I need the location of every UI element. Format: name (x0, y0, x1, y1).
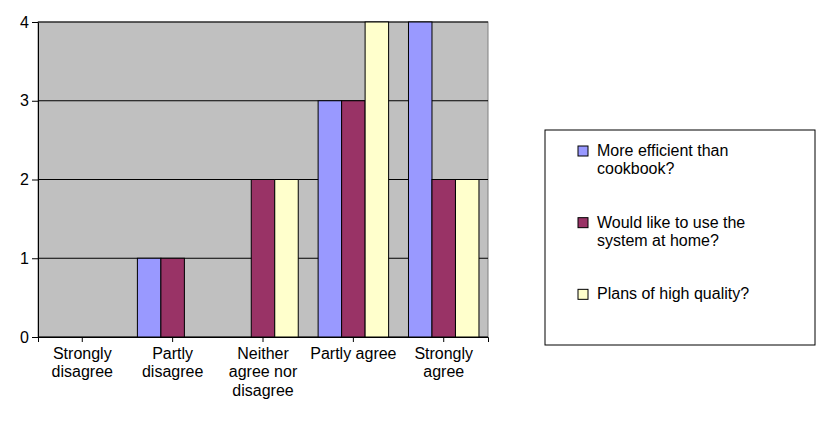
bar (432, 180, 455, 338)
bar (408, 22, 431, 337)
bar (455, 180, 478, 338)
bar (365, 22, 388, 337)
tick: Stronglyagree (414, 337, 473, 380)
tick-label: Stronglyagree (414, 345, 473, 380)
legend-box (545, 130, 815, 345)
bar (137, 258, 160, 337)
tick-label: 3 (20, 92, 29, 109)
legend-item: Would like to use thesystem at home? (578, 214, 745, 249)
axis-line (38, 23, 39, 338)
legend-swatch (578, 218, 588, 228)
tick-label: 1 (20, 250, 29, 267)
legend-label: Plans of high quality? (597, 285, 749, 302)
tick-label: 4 (20, 14, 29, 31)
tick-mark (32, 180, 38, 181)
tick-label: 2 (20, 171, 29, 188)
tick: 4 (20, 14, 38, 31)
tick: Partlydisagree (142, 337, 203, 380)
tick-mark (263, 337, 264, 342)
tick: Neitheragree nordisagree (229, 337, 298, 399)
tick-label: Neitheragree nordisagree (229, 345, 298, 399)
tick: 2 (20, 171, 38, 188)
bar-series (275, 22, 479, 337)
legend-item: Plans of high quality? (578, 285, 749, 302)
legend-swatch (578, 289, 588, 299)
tick: 3 (20, 92, 38, 109)
bar (161, 258, 184, 337)
bar (251, 180, 274, 338)
tick-mark (32, 22, 38, 23)
bar (342, 101, 365, 337)
tick-mark (353, 337, 354, 342)
bar (275, 180, 298, 338)
tick-label: Partlydisagree (142, 345, 203, 380)
bar-series (137, 22, 432, 337)
tick: Partly agree (310, 337, 396, 362)
plot-area (38, 22, 488, 337)
tick: 0 (20, 329, 38, 346)
y-axis: 0 1 2 3 4 (20, 14, 38, 346)
x-axis: Stronglydisagree Partlydisagree Neitheragr… (39, 337, 489, 399)
tick-mark (32, 258, 38, 259)
tick-label: Partly agree (310, 345, 396, 362)
tick: 1 (20, 250, 38, 267)
chart: 0 1 2 3 4 Stronglydisagree Partlydisagree Neith… (0, 0, 824, 439)
tick-mark (172, 337, 173, 342)
tick: Stronglydisagree (52, 337, 113, 380)
legend-label: More efficient thancookbook? (597, 142, 728, 177)
tick-mark (443, 337, 444, 342)
bar-series (161, 101, 456, 337)
grid (38, 22, 488, 337)
tick-mark (32, 101, 38, 102)
legend-swatch (578, 146, 588, 156)
tick-mark (32, 337, 38, 338)
legend: More efficient thancookbook? Would like t… (545, 130, 815, 345)
bar (318, 101, 341, 337)
tick-mark (82, 337, 83, 342)
legend-item: More efficient thancookbook? (578, 142, 728, 177)
bars (137, 22, 479, 337)
axis-line (39, 338, 489, 343)
legend-label: Would like to use thesystem at home? (597, 214, 745, 249)
tick-label: 0 (20, 329, 29, 346)
tick-label: Stronglydisagree (52, 345, 113, 380)
